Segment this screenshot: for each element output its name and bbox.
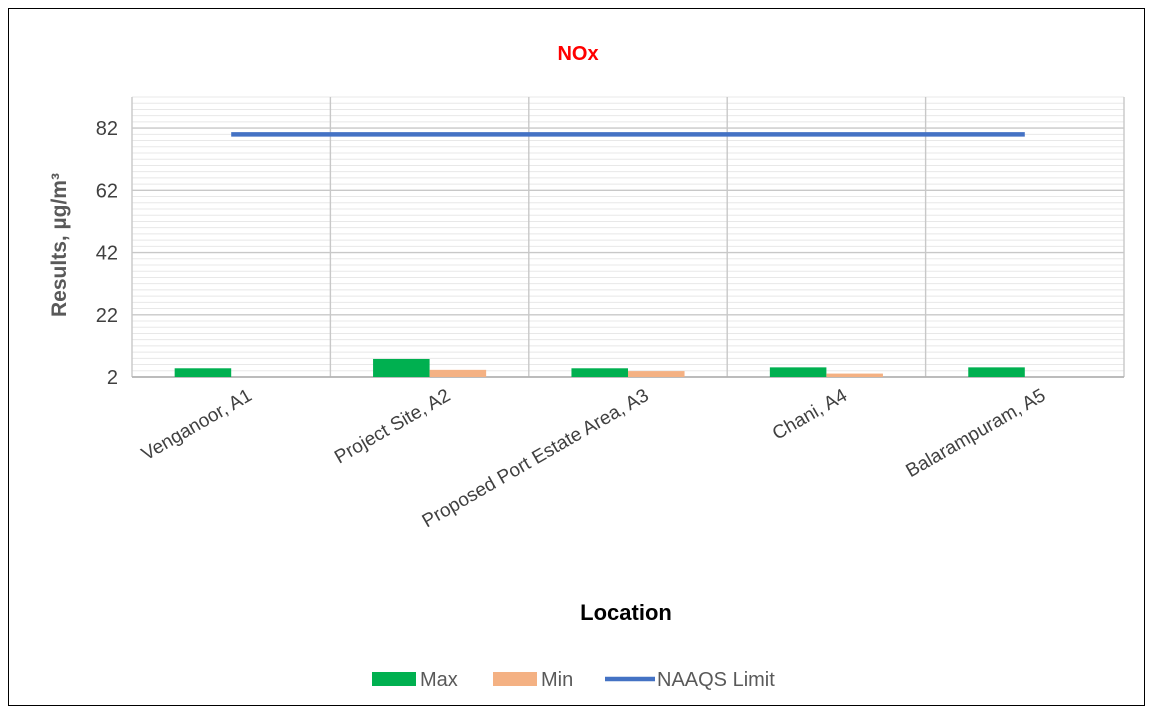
y-tick-label: 22: [96, 305, 118, 327]
legend-swatch-max: [372, 672, 416, 686]
y-tick-label: 42: [96, 243, 118, 265]
bars: [174, 358, 1025, 377]
bar-min: [628, 371, 685, 377]
x-category-label: Balarampuram, A5: [903, 385, 1050, 482]
grid: [131, 96, 1125, 378]
legend-label: Max: [420, 669, 458, 691]
chart-title: NOx: [557, 43, 598, 65]
legend-label: Min: [541, 669, 573, 691]
bar-max: [968, 367, 1025, 377]
y-tick-label: 82: [96, 118, 118, 140]
legend-label: NAAQS Limit: [657, 669, 775, 691]
bar-max: [571, 368, 628, 377]
x-category-label: Venganoor, A1: [138, 385, 256, 465]
bar-max: [373, 358, 430, 377]
x-category-label: Proposed Port Estate Area, A3: [419, 385, 653, 532]
x-category-label: Project Site, A2: [331, 385, 454, 468]
chart-frame: [8, 8, 1145, 706]
legend: Max Min NAAQS Limit: [372, 669, 775, 691]
y-tick-label: 62: [96, 180, 118, 202]
y-tick-label: 2: [107, 367, 118, 389]
x-axis-title: Location: [580, 600, 672, 625]
y-axis-title: Results, µg/m³: [48, 173, 71, 317]
x-category-label: Chani, A4: [769, 385, 851, 445]
bar-max: [174, 368, 232, 377]
bar-min: [826, 373, 883, 377]
legend-swatch-min: [493, 672, 537, 686]
bar-min: [429, 369, 487, 377]
bar-max: [769, 367, 827, 377]
